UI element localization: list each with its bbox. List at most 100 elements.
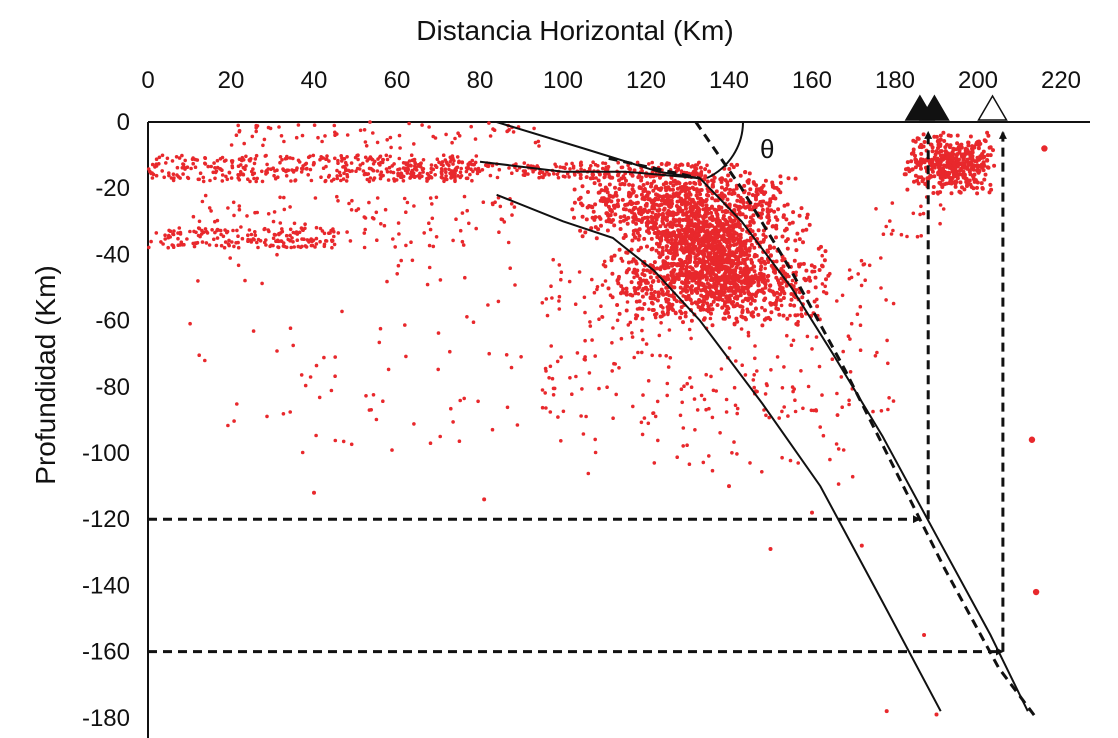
seismic-event-point (967, 178, 972, 183)
seismic-event-point (193, 241, 198, 245)
y-axis-title: Profundidad (Km) (30, 265, 61, 484)
seismic-event-point (639, 245, 643, 250)
seismic-event-point (930, 149, 935, 154)
seismic-event-point (725, 197, 730, 202)
seismic-event-point (941, 163, 946, 168)
seismic-event-point (732, 440, 736, 444)
seismic-event-point (649, 284, 654, 289)
seismic-event-point (632, 275, 636, 280)
seismic-event-point (169, 176, 174, 180)
seismic-event-point (543, 172, 547, 177)
seismic-event-point (570, 392, 574, 397)
seismic-event-point (678, 315, 683, 320)
seismic-event-point (755, 369, 759, 373)
seismic-event-point (282, 139, 286, 144)
seismic-event-point (672, 232, 676, 237)
seismic-event-point (771, 266, 776, 271)
seismic-event-point (820, 393, 824, 397)
seismic-event-point (727, 294, 732, 299)
seismic-event-point (521, 173, 526, 177)
seismic-event-point (669, 241, 674, 246)
seismic-event-point (727, 484, 731, 489)
seismic-event-point (730, 228, 735, 233)
seismic-event-point (188, 321, 192, 326)
seismic-event-point (260, 179, 265, 184)
seismic-event-point (229, 143, 234, 147)
seismic-event-point (678, 235, 683, 240)
seismic-event-point (768, 283, 773, 288)
seismic-event-point (337, 170, 342, 175)
seismic-event-point (771, 224, 775, 229)
seismic-event-point (707, 224, 711, 229)
seismic-event-point (686, 229, 691, 234)
seismic-event-point (780, 258, 785, 263)
seismic-event-point (631, 215, 636, 220)
seismic-event-point (796, 461, 800, 465)
seismic-event-point (650, 160, 654, 165)
seismic-event-point (667, 200, 672, 205)
seismic-event-point (685, 194, 690, 199)
seismic-event-point (323, 134, 327, 138)
seismic-event-point (649, 214, 654, 219)
seismic-event-point (342, 171, 346, 176)
seismic-event-point (760, 323, 765, 328)
seismic-event-point (301, 164, 305, 168)
seismic-event-point (710, 468, 715, 473)
seismic-event-point (685, 254, 690, 259)
seismic-event-point (703, 214, 708, 219)
seismic-event-point (346, 168, 351, 173)
y-tick-label: -80 (95, 374, 130, 401)
seismic-event-point (413, 160, 417, 165)
seismic-event-point (666, 222, 671, 227)
x-tick-label: 200 (958, 67, 998, 94)
seismic-event-point (985, 130, 990, 135)
seismic-event-point (768, 253, 773, 258)
seismic-event-point (177, 226, 182, 230)
seismic-event-point (679, 290, 683, 295)
seismic-event-point (544, 369, 548, 373)
seismic-event-point (953, 181, 958, 186)
seismic-event-point (931, 191, 936, 195)
seismic-event-point (938, 221, 942, 226)
seismic-event-point (376, 157, 380, 161)
seismic-event-point (278, 195, 282, 200)
seismic-event-point (278, 160, 282, 165)
seismic-event-point (738, 235, 743, 240)
seismic-event-point (687, 190, 692, 195)
seismic-event-point (735, 286, 740, 290)
seismic-event-point (510, 213, 514, 217)
seismic-event-point (603, 161, 608, 166)
seismic-event-point (222, 159, 227, 163)
seismic-event-point (899, 232, 904, 237)
seismic-event-point (439, 171, 444, 175)
seismic-event-point (717, 239, 722, 244)
seismic-event-point (793, 409, 798, 414)
seismic-event-point (915, 136, 920, 141)
seismic-event-point (978, 141, 983, 146)
seismic-event-point (537, 144, 541, 148)
seismic-event-point (218, 228, 223, 233)
seismic-event-point (813, 285, 818, 290)
seismic-event-point (665, 215, 669, 220)
seismic-event-point (634, 272, 639, 276)
seismic-event-point (515, 168, 519, 173)
seismic-event-point (792, 303, 797, 308)
seismic-event-point (459, 166, 464, 171)
seismic-event-point (630, 335, 635, 339)
seismic-event-point (697, 271, 702, 276)
seismic-event-point (891, 301, 896, 306)
seismic-event-point (355, 153, 359, 158)
seismic-event-point (288, 238, 292, 243)
seismic-event-point (625, 221, 630, 226)
seismic-event-point (733, 403, 738, 408)
seismic-event-point (623, 232, 628, 237)
seismic-event-point (909, 159, 914, 164)
seismic-event-point (631, 229, 636, 233)
seismic-event-point (652, 260, 657, 265)
seismic-event-point (676, 167, 680, 172)
seismic-event-point (374, 210, 379, 215)
seismic-event-point (593, 202, 598, 207)
seismic-event-point (710, 415, 715, 420)
seismic-event-point (165, 156, 170, 161)
seismic-event-point (604, 202, 608, 207)
